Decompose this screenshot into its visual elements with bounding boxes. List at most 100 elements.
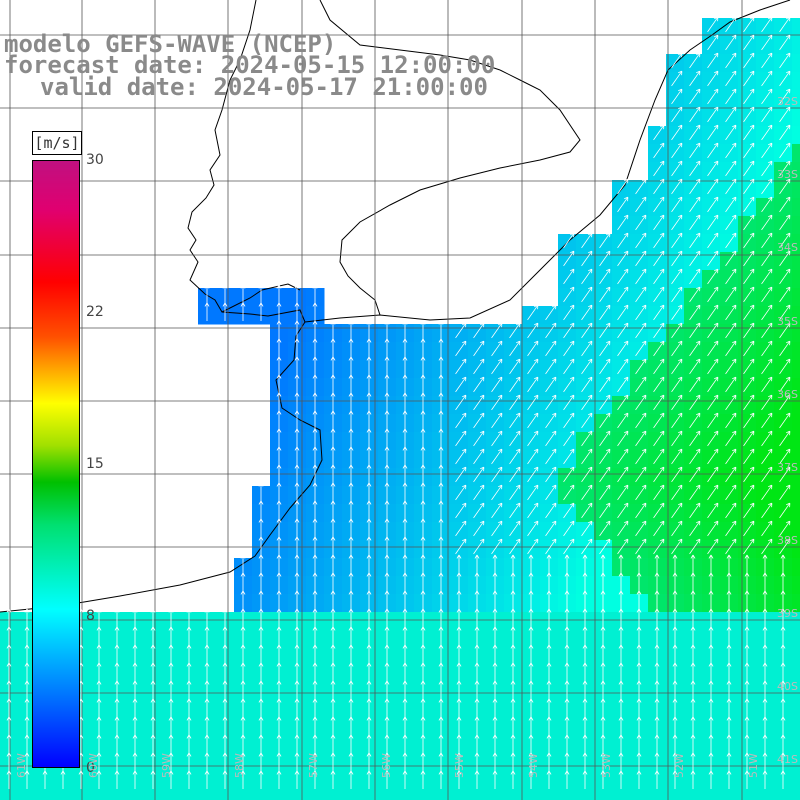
wind-arrow	[276, 608, 282, 627]
wind-cell	[792, 126, 800, 145]
wind-arrow	[294, 554, 300, 573]
wind-arrow	[779, 448, 791, 465]
wind-arrow	[762, 734, 768, 753]
wind-arrow	[96, 770, 102, 789]
wind-cell	[792, 216, 800, 235]
wind-arrow	[455, 484, 467, 501]
wind-arrow	[510, 770, 516, 789]
wind-arrow	[743, 196, 755, 213]
wind-arrow	[312, 716, 318, 735]
wind-arrow	[689, 376, 701, 393]
wind-arrow	[240, 284, 246, 303]
wind-arrow	[384, 536, 390, 555]
wind-arrow	[402, 482, 408, 501]
wind-arrow	[582, 590, 588, 609]
wind-arrow	[420, 464, 426, 483]
wind-arrow	[725, 466, 737, 483]
wind-arrow	[384, 626, 390, 645]
wind-arrow	[402, 644, 408, 663]
wind-arrow	[743, 394, 755, 411]
wind-arrow	[618, 662, 624, 681]
wind-arrow	[672, 662, 678, 681]
wind-cell	[198, 792, 217, 800]
wind-arrow	[473, 376, 485, 393]
wind-arrow	[420, 446, 426, 465]
longitude-label: 52W	[673, 753, 686, 778]
longitude-label: 54W	[527, 753, 540, 778]
wind-arrow	[726, 608, 732, 627]
wind-arrow	[689, 286, 701, 303]
wind-arrow	[312, 338, 318, 357]
wind-arrow	[761, 124, 773, 141]
wind-cell	[792, 540, 800, 559]
wind-arrow	[546, 644, 552, 663]
wind-arrow	[276, 626, 282, 645]
wind-arrow	[546, 752, 552, 771]
wind-arrow	[725, 34, 737, 51]
wind-arrow	[617, 448, 629, 465]
wind-arrow	[168, 752, 174, 771]
wind-cell	[216, 792, 235, 800]
wind-arrow	[438, 410, 444, 429]
wind-arrow	[563, 250, 575, 267]
wind-arrow	[581, 250, 593, 267]
wind-arrow	[618, 752, 624, 771]
wind-cell	[792, 270, 800, 289]
wind-arrow	[24, 698, 30, 717]
wind-arrow	[258, 590, 264, 609]
wind-arrow	[96, 698, 102, 717]
wind-arrow	[186, 752, 192, 771]
wind-arrow	[653, 448, 665, 465]
wind-cell	[792, 108, 800, 127]
wind-arrow	[473, 502, 485, 519]
wind-arrow	[707, 88, 719, 105]
wind-arrow	[114, 770, 120, 789]
wind-arrow	[276, 302, 282, 321]
wind-arrow	[384, 662, 390, 681]
wind-arrow	[618, 644, 624, 663]
wind-arrow	[420, 770, 426, 789]
wind-arrow	[600, 698, 606, 717]
wind-arrow	[743, 538, 755, 555]
wind-arrow	[24, 626, 30, 645]
wind-arrow	[545, 358, 557, 375]
wind-arrow	[6, 752, 12, 771]
wind-arrow	[402, 662, 408, 681]
wind-arrow	[384, 518, 390, 537]
wind-arrow	[240, 680, 246, 699]
wind-arrow	[725, 124, 737, 141]
wind-cell	[342, 792, 361, 800]
wind-arrow	[762, 590, 768, 609]
wind-arrow	[258, 662, 264, 681]
wind-arrow	[707, 412, 719, 429]
wind-arrow	[420, 320, 426, 339]
wind-arrow	[545, 376, 557, 393]
wind-arrow	[527, 484, 539, 501]
wind-arrow	[150, 734, 156, 753]
wind-arrow	[204, 626, 210, 645]
wind-arrow	[312, 392, 318, 411]
wind-arrow	[672, 590, 678, 609]
wind-arrow	[330, 320, 336, 339]
wind-arrow	[474, 734, 480, 753]
wind-arrow	[509, 538, 521, 555]
wind-arrow	[491, 430, 503, 447]
wind-arrow	[762, 770, 768, 789]
wind-arrow	[402, 410, 408, 429]
wind-cell	[540, 792, 559, 800]
wind-arrow	[384, 482, 390, 501]
wind-arrow	[545, 430, 557, 447]
wind-arrow	[366, 536, 372, 555]
wind-arrow	[348, 626, 354, 645]
wind-arrow	[761, 214, 773, 231]
wind-arrow	[707, 286, 719, 303]
wind-arrow	[96, 626, 102, 645]
wind-arrow	[707, 520, 719, 537]
wind-arrow	[96, 734, 102, 753]
wind-arrow	[384, 734, 390, 753]
wind-arrow	[438, 608, 444, 627]
wind-arrow	[438, 662, 444, 681]
wind-arrow	[581, 448, 593, 465]
wind-arrow	[743, 34, 755, 51]
wind-arrow	[582, 752, 588, 771]
